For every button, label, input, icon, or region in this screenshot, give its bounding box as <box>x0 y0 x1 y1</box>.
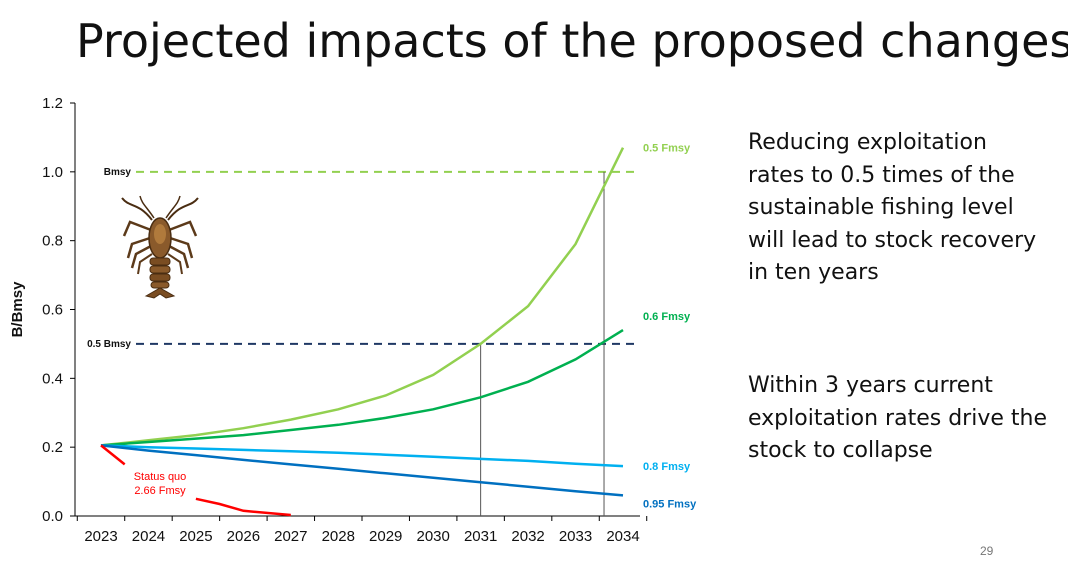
y-tick-label: 0.2 <box>42 439 63 456</box>
x-tick-label: 2032 <box>511 528 544 545</box>
y-tick-label: 0.0 <box>42 508 63 525</box>
reference-line-label: Bmsy <box>104 167 132 178</box>
x-tick-label: 2028 <box>322 528 355 545</box>
series-label: Status quo 2.66 Fmsy <box>134 471 187 497</box>
note-collapse: Within 3 years current exploitation rate… <box>748 373 1047 463</box>
x-tick-label: 2023 <box>84 528 117 545</box>
series-label: 0.95 Fmsy <box>643 498 697 510</box>
x-tick-label: 2030 <box>416 528 449 545</box>
x-tick-label: 2026 <box>227 528 260 545</box>
x-tick-label: 2033 <box>559 528 592 545</box>
y-axis-title: B/Bmsy <box>9 281 26 338</box>
series-line <box>100 444 624 468</box>
series-line <box>100 444 624 497</box>
series-line <box>100 329 624 447</box>
x-tick-label: 2027 <box>274 528 307 545</box>
series-label: 0.8 Fmsy <box>643 461 691 473</box>
y-tick-label: 0.8 <box>42 233 63 250</box>
x-tick-label: 2024 <box>132 528 165 545</box>
slide-title: Projected impacts of the proposed change… <box>76 14 1068 68</box>
x-tick-label: 2031 <box>464 528 497 545</box>
page-number: 29 <box>980 544 994 558</box>
y-tick-label: 0.4 <box>42 370 63 387</box>
y-tick-label: 0.6 <box>42 302 63 319</box>
series-line <box>100 444 291 517</box>
y-tick-label: 1.2 <box>42 95 63 112</box>
series-label: 0.5 Fmsy <box>643 143 691 155</box>
lobster-icon <box>121 195 199 299</box>
x-tick-label: 2029 <box>369 528 402 545</box>
x-tick-label: 2025 <box>179 528 212 545</box>
series-line <box>100 147 625 447</box>
x-tick-label: 2034 <box>606 528 639 545</box>
y-tick-label: 1.0 <box>42 164 63 181</box>
reference-line-label: 0.5 Bmsy <box>87 339 131 350</box>
note-recovery: Reducing exploitation rates to 0.5 times… <box>748 130 1037 285</box>
series-label: 0.6 Fmsy <box>643 311 691 323</box>
